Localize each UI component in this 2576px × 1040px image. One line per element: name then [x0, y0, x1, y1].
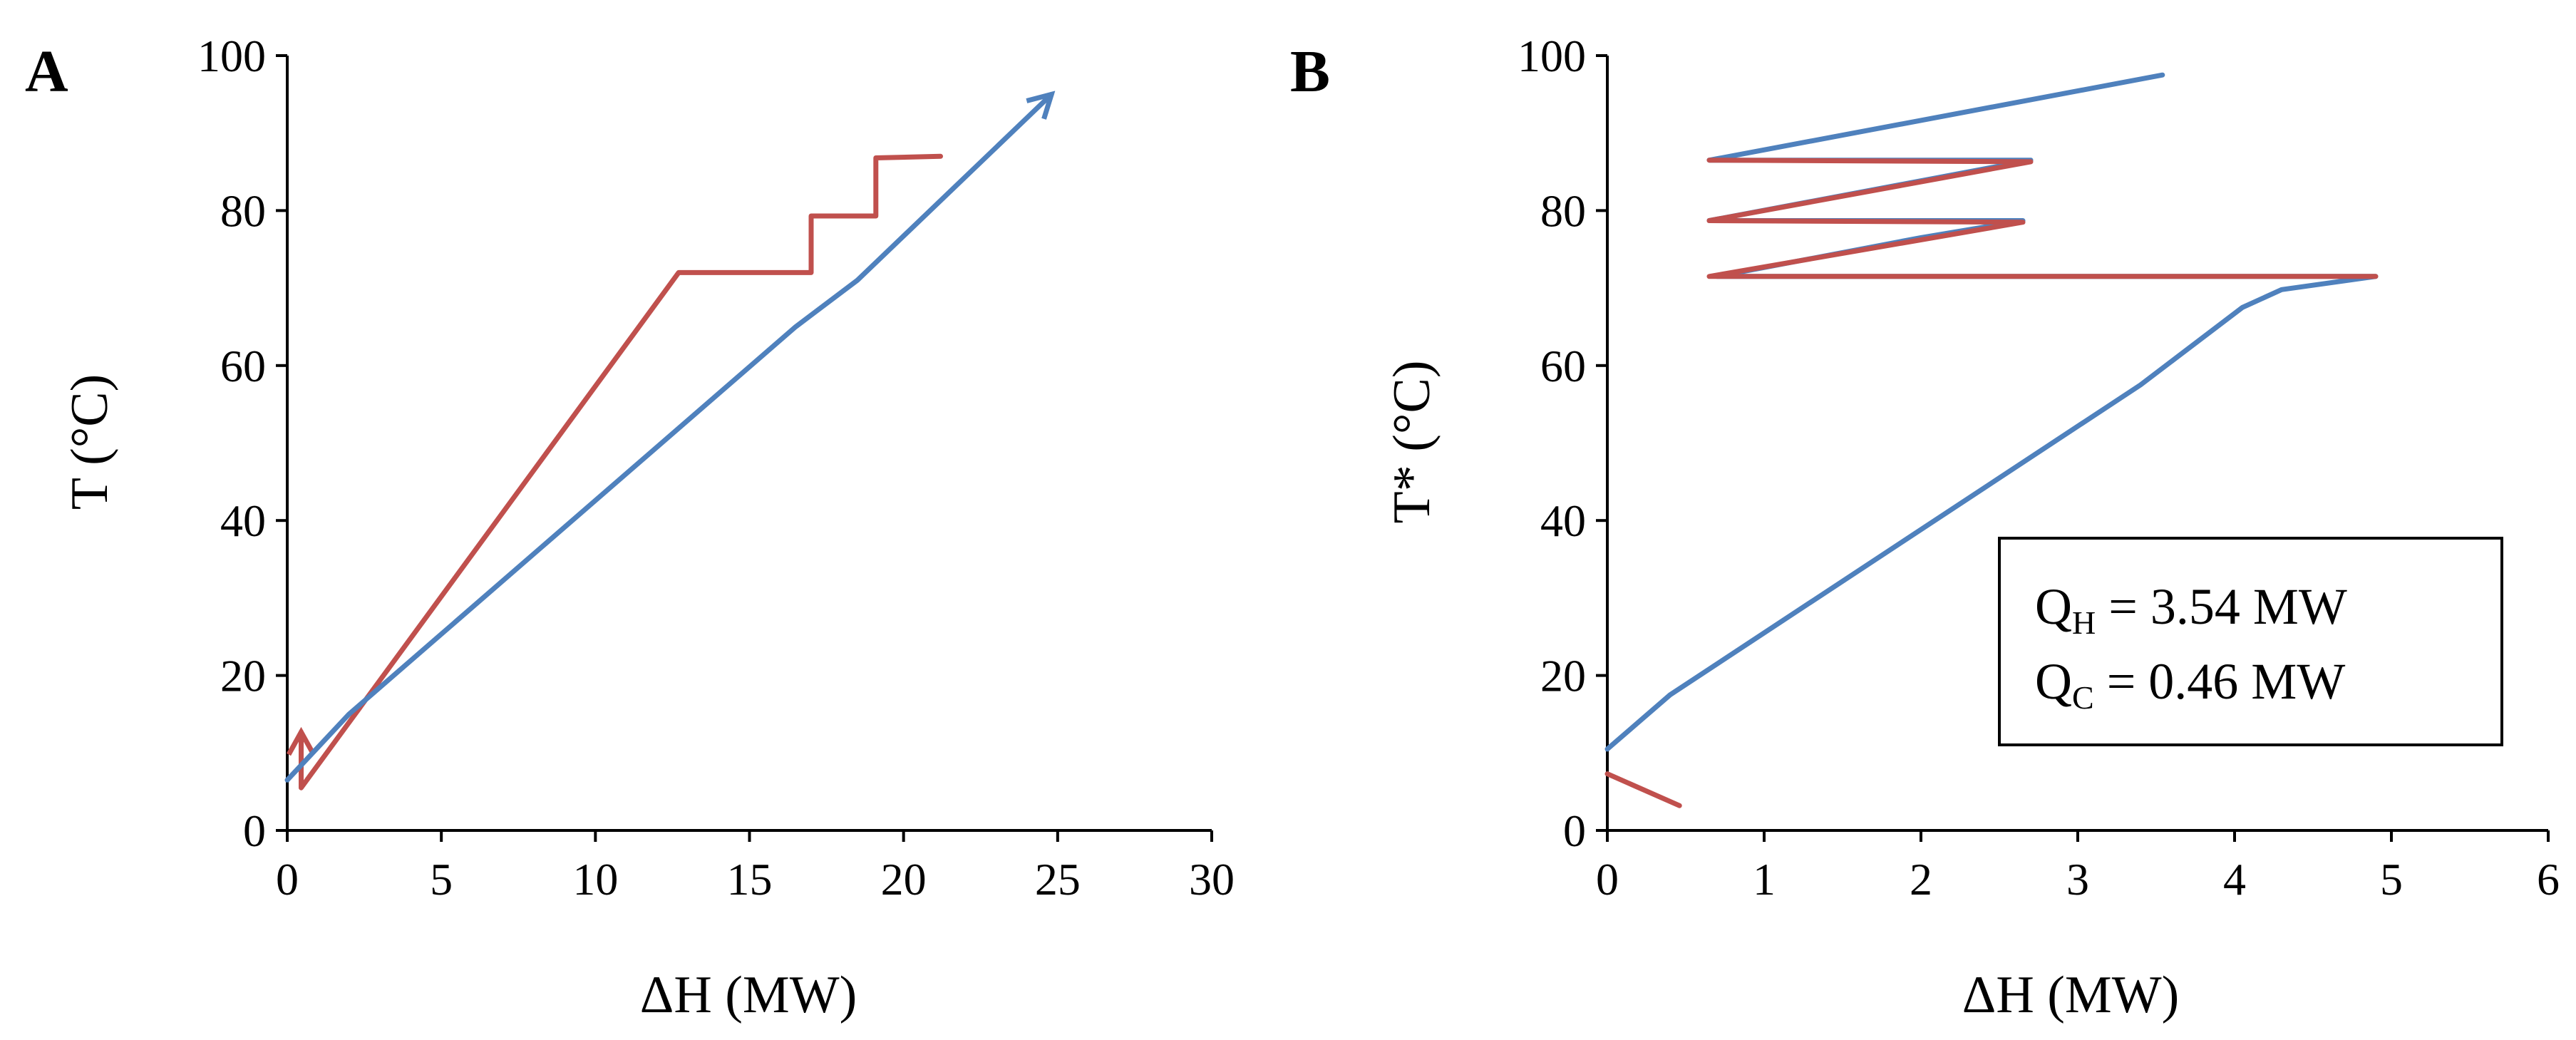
panel-b-y-tick-label: 20: [1540, 651, 1586, 701]
panel-b-x-tick-label: 0: [1596, 854, 1619, 905]
panel-a-y-tick-label: 100: [197, 31, 266, 81]
panel-b-x-tick-label: 2: [1910, 854, 1932, 905]
panel-a-letter: A: [25, 38, 68, 105]
panel-b-x-tick-label: 1: [1753, 854, 1776, 905]
panel-b-y-tick-label: 40: [1540, 495, 1586, 546]
panel-b-x-axis-label: ΔH (MW): [1962, 966, 2179, 1024]
panel-a-x-tick-label: 30: [1189, 854, 1235, 905]
qh-label: QH = 3.54 MW: [2035, 578, 2347, 641]
panel-a-x-tick-label: 25: [1035, 854, 1081, 905]
panel-b-y-tick-label: 0: [1563, 805, 1586, 856]
panel-b-x-tick-label: 3: [2066, 854, 2089, 905]
panel-a-axes: 0 20 40 60 80 100 0 5 10 15 20 25 30: [197, 31, 1235, 905]
panel-b-y-tick-label: 60: [1540, 341, 1586, 391]
panel-a-x-axis-label: ΔH (MW): [640, 966, 857, 1024]
panel-b-series-2-line: [1706, 158, 2379, 279]
panel-b-series-3-line: [1604, 771, 1682, 808]
panel-a-y-tick-label: 20: [220, 651, 266, 701]
panel-a: A T (°C) ΔH (MW) 0 20 40 60 80 100 0 5 10 15 20 25 3…: [25, 31, 1235, 1024]
panel-a-series: [284, 94, 1051, 791]
panel-a-y-axis-label: T (°C): [61, 374, 119, 510]
panel-b-y-axis-label: T* (°C): [1383, 361, 1441, 524]
energy-target-box: QH = 3.54 MW QC = 0.46 MW: [1998, 537, 2503, 746]
panel-a-y-tick-label: 0: [243, 805, 266, 856]
qc-label: QC = 0.46 MW: [2035, 653, 2345, 716]
panel-a-y-tick-label: 60: [220, 341, 266, 391]
annotation-box: [1998, 537, 2503, 746]
panel-a-x-tick-label: 0: [276, 854, 299, 905]
panel-a-x-tick-label: 10: [572, 854, 618, 905]
panel-b-x-tick-label: 6: [2537, 854, 2560, 905]
panel-a-x-tick-label: 5: [430, 854, 453, 905]
panel-a-series-2-line: [284, 94, 1051, 783]
panel-a-y-tick-label: 80: [220, 185, 266, 236]
panel-a-series-1-line: [302, 153, 943, 791]
panel-b-series: [1604, 72, 2379, 808]
panel-b: B T* (°C) ΔH (MW) 0 20 40 60 80 100 0 1 2 3 4 5 6 QH…: [1290, 31, 2560, 1024]
panel-b-x-tick-label: 5: [2380, 854, 2403, 905]
panel-a-y-tick-label: 40: [220, 495, 266, 546]
panel-b-y-tick-label: 100: [1518, 31, 1586, 81]
panel-b-axes: 0 20 40 60 80 100 0 1 2 3 4 5 6: [1518, 31, 2560, 905]
panel-b-letter: B: [1290, 38, 1330, 105]
panel-a-x-tick-label: 15: [727, 854, 773, 905]
panel-a-x-tick-label: 20: [881, 854, 927, 905]
panel-b-y-tick-label: 80: [1540, 185, 1586, 236]
panel-b-x-tick-label: 4: [2223, 854, 2246, 905]
